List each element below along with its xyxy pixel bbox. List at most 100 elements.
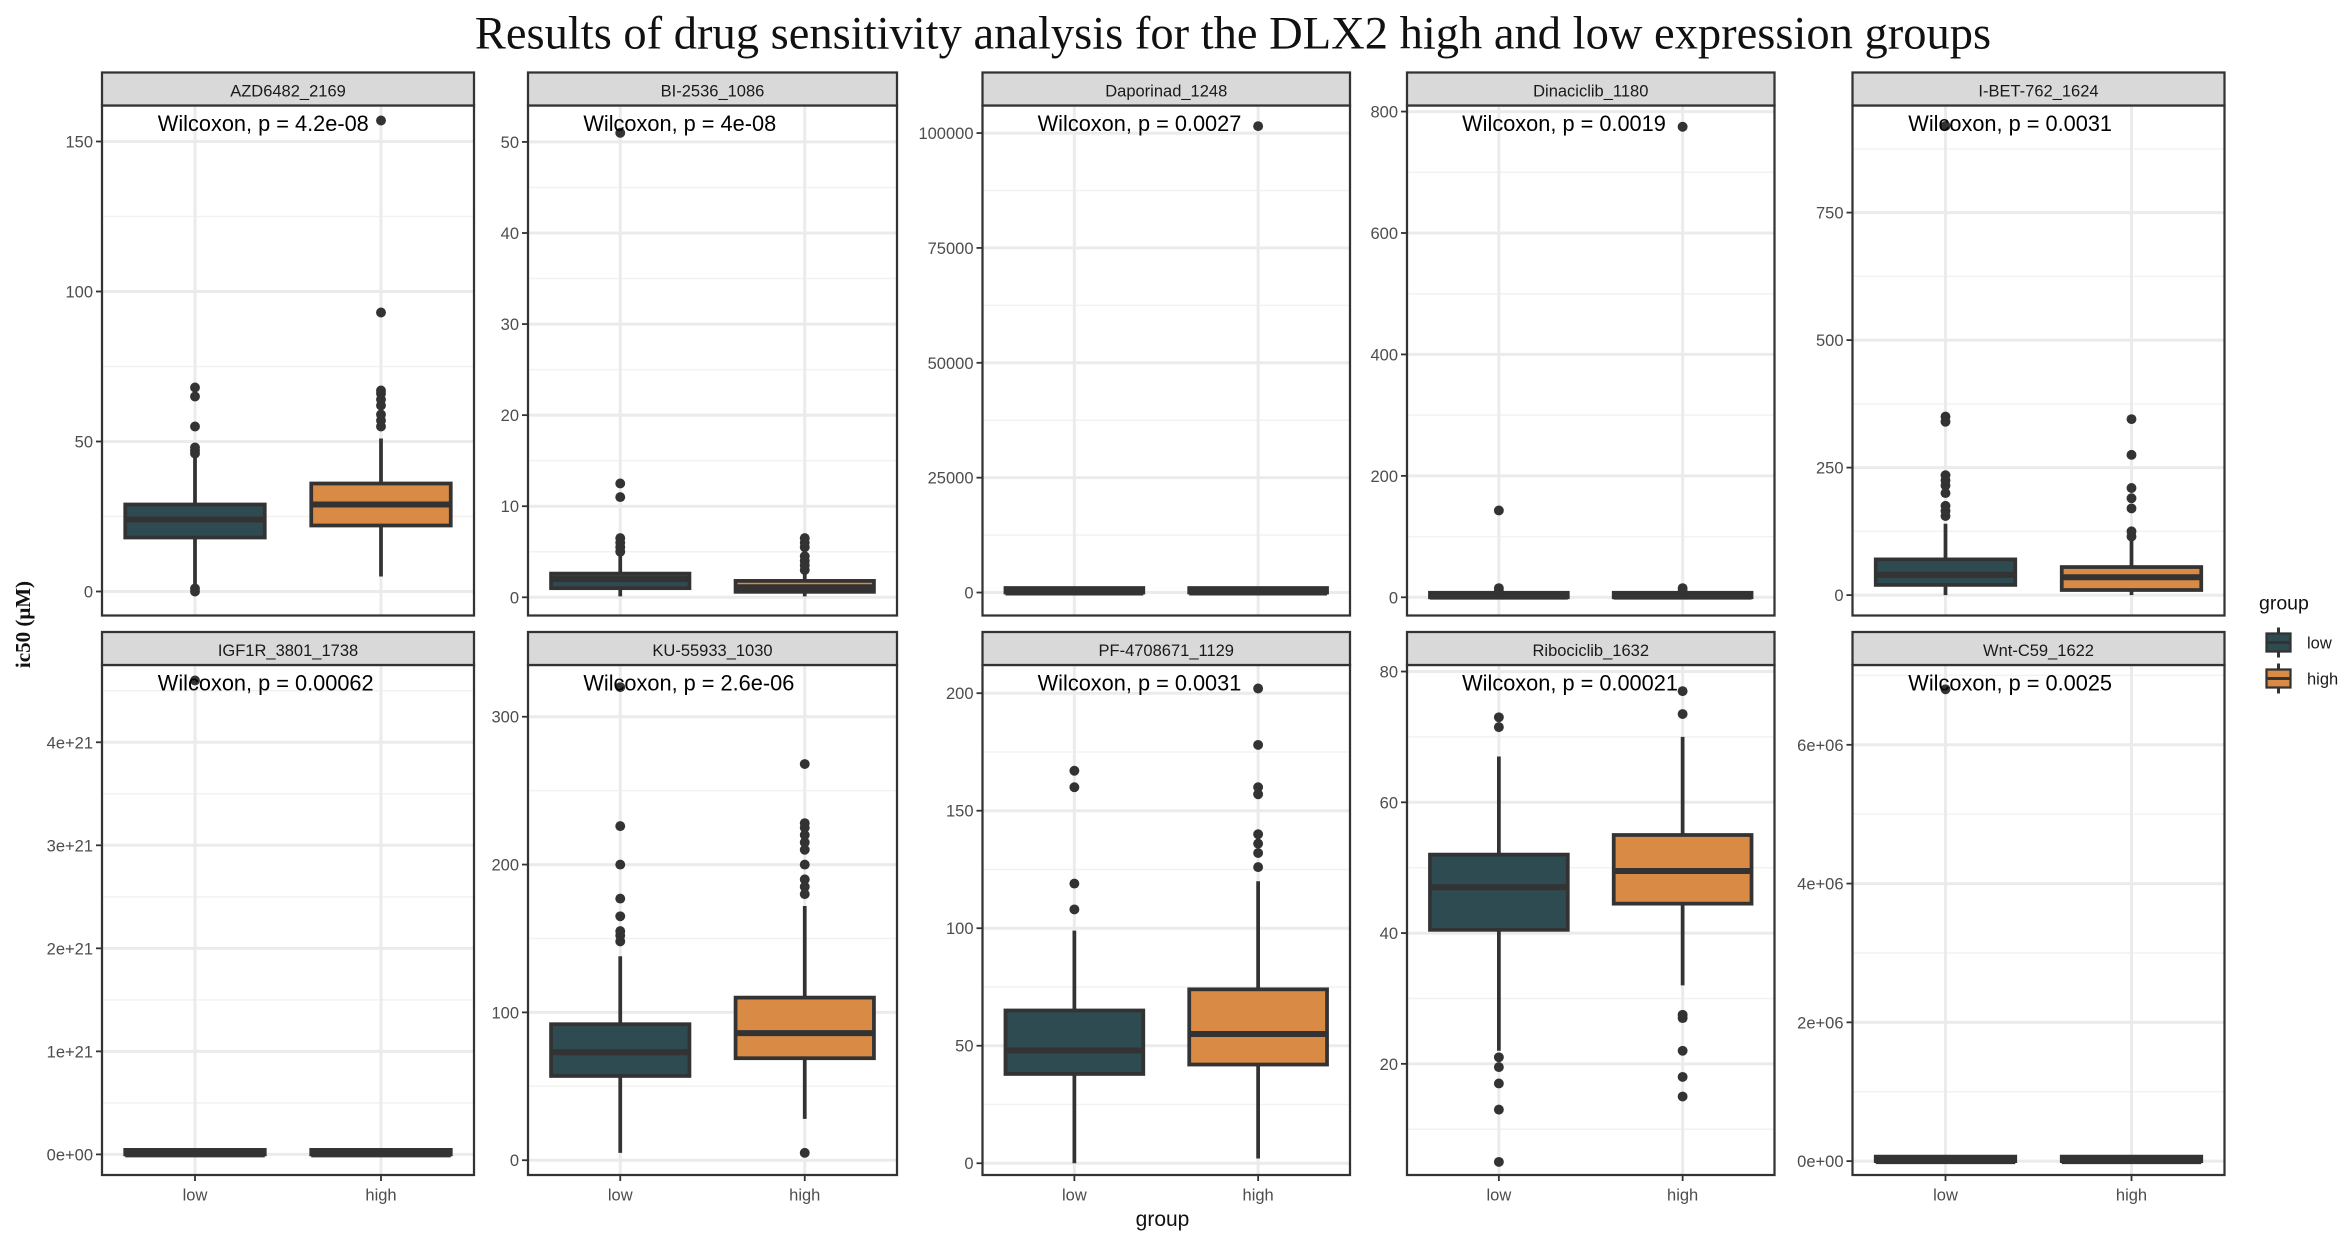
- chart-title: Results of drug sensitivity analysis for…: [475, 9, 1991, 60]
- outlier-high: [799, 844, 810, 855]
- legend-label-high: high: [2307, 671, 2338, 689]
- y-tick-label: 200: [946, 685, 974, 703]
- y-tick-label: 25000: [928, 470, 974, 488]
- x-tick-label-low: low: [608, 1187, 633, 1205]
- outlier-low: [1493, 1078, 1504, 1089]
- outlier-low: [615, 492, 626, 503]
- outlier-low: [1493, 1062, 1504, 1073]
- outlier-high: [1677, 1071, 1688, 1082]
- y-tick-label: 150: [946, 803, 974, 821]
- outlier-low: [1493, 722, 1504, 733]
- y-tick-label: 200: [491, 857, 519, 875]
- y-tick-label: 600: [1370, 225, 1398, 243]
- wilcoxon-annotation: Wilcoxon, p = 2.6e-06: [583, 671, 794, 696]
- strip-header: [526, 630, 899, 667]
- outlier-high: [799, 881, 810, 892]
- outlier-low: [1940, 500, 1951, 511]
- strip-label: Daporinad_1248: [1105, 83, 1227, 101]
- strip-header: [1851, 630, 2226, 667]
- y-tick-label: 1e+21: [47, 1043, 93, 1061]
- legend-label-low: low: [2307, 635, 2332, 653]
- outlier-high: [2126, 449, 2137, 460]
- outlier-high: [1253, 121, 1264, 132]
- outlier-high: [1253, 862, 1264, 873]
- outlier-low: [1069, 765, 1080, 776]
- outlier-low: [1069, 782, 1080, 793]
- outlier-high: [799, 859, 810, 870]
- strip-header: [1405, 630, 1776, 667]
- panel-i-bet-762_1624: 0 250 500 750 I-BET-762_1624 Wilcoxon, p = 0.…: [1816, 71, 2226, 617]
- y-tick-label: 6e+06: [1797, 737, 1843, 755]
- panel-border: [1851, 104, 2226, 617]
- outlier-high: [376, 385, 386, 396]
- outlier-high: [799, 759, 810, 769]
- x-tick-label-low: low: [1486, 1187, 1511, 1205]
- outlier-high: [1253, 829, 1264, 840]
- outlier-low: [1940, 684, 1951, 695]
- outlier-high: [1253, 782, 1264, 793]
- x-tick-label-high: high: [2116, 1187, 2147, 1205]
- strip-label: KU-55933_1030: [652, 642, 772, 660]
- x-tick-label-low: low: [1933, 1187, 1958, 1205]
- outlier-low: [1940, 470, 1951, 481]
- outlier-low: [615, 893, 626, 904]
- outlier-low: [615, 821, 626, 832]
- y-tick-label: 400: [1370, 346, 1398, 364]
- outlier-low: [1069, 878, 1080, 889]
- box-high: [733, 995, 876, 1061]
- y-tick-label: 20: [1380, 1056, 1398, 1074]
- panel-border: [1405, 104, 1776, 617]
- outlier-high: [1677, 1091, 1688, 1102]
- x-tick-label-high: high: [365, 1187, 396, 1205]
- wilcoxon-annotation: Wilcoxon, p = 4.2e-08: [158, 111, 369, 136]
- wilcoxon-annotation: Wilcoxon, p = 0.00062: [158, 671, 374, 696]
- y-tick-label: 0: [964, 1155, 973, 1173]
- strip-label: BI-2536_1086: [661, 83, 765, 101]
- strip-header: [1405, 71, 1776, 107]
- strip-header: [526, 71, 899, 107]
- box-low: [1428, 852, 1570, 932]
- y-tick-label: 2e+06: [1797, 1014, 1843, 1032]
- outlier-high: [1677, 121, 1688, 132]
- outlier-low: [615, 127, 626, 138]
- y-tick-label: 40: [1380, 925, 1398, 943]
- panel-border: [526, 663, 899, 1177]
- y-tick-label: 300: [491, 709, 519, 727]
- y-tick-label: 50: [501, 134, 519, 152]
- y-tick-label: 200: [1370, 468, 1398, 486]
- panel-border: [981, 104, 1352, 617]
- wilcoxon-annotation: Wilcoxon, p = 0.0025: [1908, 671, 2112, 696]
- strip-label: Dinaciclib_1180: [1533, 83, 1648, 101]
- wilcoxon-annotation: Wilcoxon, p = 0.0031: [1908, 111, 2112, 136]
- outlier-low: [190, 391, 200, 402]
- strip-label: PF-4708671_1129: [1099, 642, 1234, 660]
- y-tick-label: 20: [501, 407, 519, 425]
- strip-label: Wnt-C59_1622: [1983, 642, 2094, 660]
- outlier-low: [1493, 712, 1504, 723]
- panel-border: [526, 104, 899, 617]
- y-tick-label: 250: [1816, 460, 1844, 478]
- panel-daporinad_1248: 0 25000 50000 75000 100000 Daporinad_1248 Wilc…: [918, 71, 1352, 617]
- y-tick-label: 75000: [928, 240, 974, 258]
- outlier-high: [376, 115, 386, 126]
- legend-items: low high: [2265, 627, 2338, 694]
- y-tick-label: 0: [510, 1152, 519, 1170]
- outlier-low: [1493, 1104, 1504, 1115]
- panel-bi-2536_1086: 0 10 20 30 40 50 BI-2536_1086 Wilcoxon, p = 4e-…: [501, 71, 899, 617]
- wilcoxon-annotation: Wilcoxon, p = 0.00021: [1462, 671, 1678, 696]
- outlier-low: [190, 382, 200, 393]
- legend-title: group: [2259, 593, 2309, 615]
- strip-label: IGF1R_3801_1738: [218, 642, 358, 660]
- y-tick-label: 50: [955, 1038, 973, 1056]
- y-tick-label: 10: [501, 498, 519, 516]
- outlier-low: [1493, 583, 1504, 594]
- y-tick-label: 40: [501, 225, 519, 243]
- strip-header: [100, 630, 476, 667]
- strip-label: I-BET-762_1624: [1978, 83, 2098, 101]
- outlier-high: [376, 409, 386, 420]
- outlier-low: [1940, 488, 1951, 499]
- outlier-high: [799, 551, 810, 562]
- y-tick-label: 100: [491, 1004, 519, 1022]
